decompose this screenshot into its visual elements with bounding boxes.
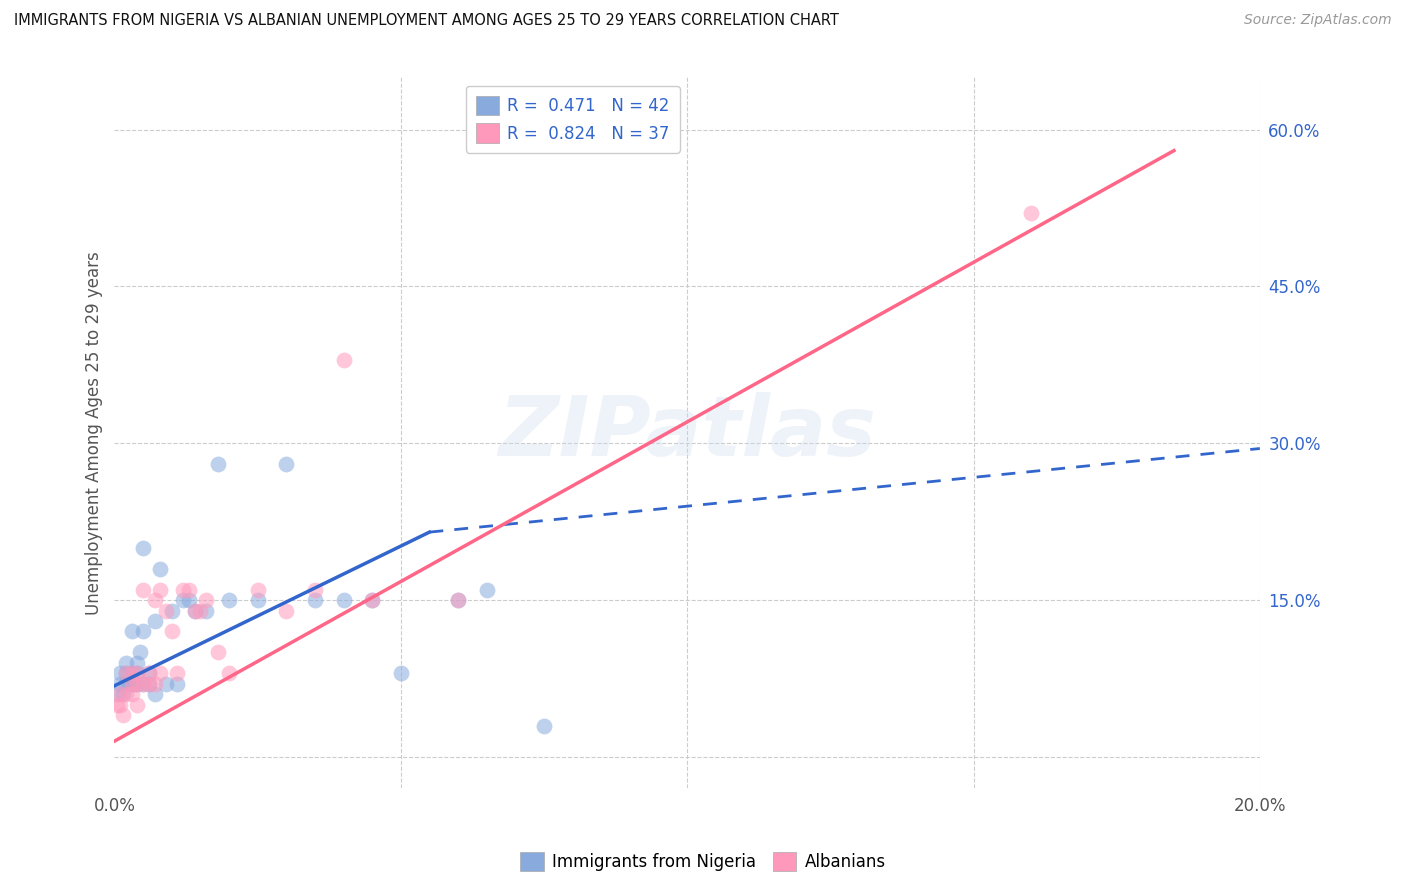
- Point: [218, 593, 240, 607]
- Point: [447, 593, 470, 607]
- Point: [132, 676, 155, 690]
- Point: [127, 676, 149, 690]
- Point: [143, 687, 166, 701]
- Point: [172, 593, 194, 607]
- Point: [132, 676, 155, 690]
- Point: [127, 698, 149, 712]
- Legend: R =  0.471   N = 42, R =  0.824   N = 37: R = 0.471 N = 42, R = 0.824 N = 37: [465, 86, 679, 153]
- Point: [304, 582, 326, 597]
- Point: [115, 666, 138, 681]
- Point: [389, 666, 412, 681]
- Point: [1019, 206, 1042, 220]
- Point: [143, 593, 166, 607]
- Point: [108, 666, 131, 681]
- Point: [166, 676, 188, 690]
- Point: [108, 698, 131, 712]
- Point: [115, 666, 138, 681]
- Point: [129, 645, 152, 659]
- Point: [127, 666, 149, 681]
- Point: [118, 676, 141, 690]
- Point: [218, 666, 240, 681]
- Point: [105, 698, 128, 712]
- Point: [183, 603, 205, 617]
- Point: [121, 666, 143, 681]
- Point: [155, 676, 177, 690]
- Point: [111, 687, 134, 701]
- Point: [121, 676, 143, 690]
- Point: [447, 593, 470, 607]
- Point: [166, 666, 188, 681]
- Point: [304, 593, 326, 607]
- Point: [121, 666, 143, 681]
- Point: [195, 603, 218, 617]
- Point: [121, 676, 143, 690]
- Point: [246, 582, 269, 597]
- Point: [138, 676, 160, 690]
- Point: [160, 624, 183, 639]
- Point: [155, 603, 177, 617]
- Point: [111, 708, 134, 723]
- Point: [105, 687, 128, 701]
- Point: [361, 593, 384, 607]
- Point: [332, 593, 354, 607]
- Point: [276, 457, 298, 471]
- Point: [188, 603, 211, 617]
- Point: [138, 666, 160, 681]
- Point: [108, 687, 131, 701]
- Point: [177, 593, 200, 607]
- Point: [149, 582, 172, 597]
- Point: [160, 603, 183, 617]
- Point: [115, 656, 138, 670]
- Point: [138, 666, 160, 681]
- Point: [195, 593, 218, 607]
- Point: [143, 614, 166, 628]
- Point: [177, 582, 200, 597]
- Text: Source: ZipAtlas.com: Source: ZipAtlas.com: [1244, 13, 1392, 28]
- Point: [143, 676, 166, 690]
- Text: ZIPatlas: ZIPatlas: [498, 392, 876, 474]
- Legend: Immigrants from Nigeria, Albanians: Immigrants from Nigeria, Albanians: [512, 843, 894, 880]
- Text: IMMIGRANTS FROM NIGERIA VS ALBANIAN UNEMPLOYMENT AMONG AGES 25 TO 29 YEARS CORRE: IMMIGRANTS FROM NIGERIA VS ALBANIAN UNEM…: [14, 13, 839, 29]
- Point: [276, 603, 298, 617]
- Point: [108, 676, 131, 690]
- Point: [124, 676, 146, 690]
- Point: [149, 562, 172, 576]
- Point: [183, 603, 205, 617]
- Point: [361, 593, 384, 607]
- Point: [246, 593, 269, 607]
- Point: [115, 676, 138, 690]
- Y-axis label: Unemployment Among Ages 25 to 29 years: Unemployment Among Ages 25 to 29 years: [86, 251, 103, 615]
- Point: [132, 582, 155, 597]
- Point: [132, 541, 155, 555]
- Point: [533, 718, 555, 732]
- Point: [127, 666, 149, 681]
- Point: [172, 582, 194, 597]
- Point: [127, 656, 149, 670]
- Point: [475, 582, 498, 597]
- Point: [115, 687, 138, 701]
- Point: [132, 624, 155, 639]
- Point: [138, 676, 160, 690]
- Point: [121, 624, 143, 639]
- Point: [149, 666, 172, 681]
- Point: [332, 352, 354, 367]
- Point: [127, 676, 149, 690]
- Point: [207, 457, 229, 471]
- Point: [121, 687, 143, 701]
- Point: [207, 645, 229, 659]
